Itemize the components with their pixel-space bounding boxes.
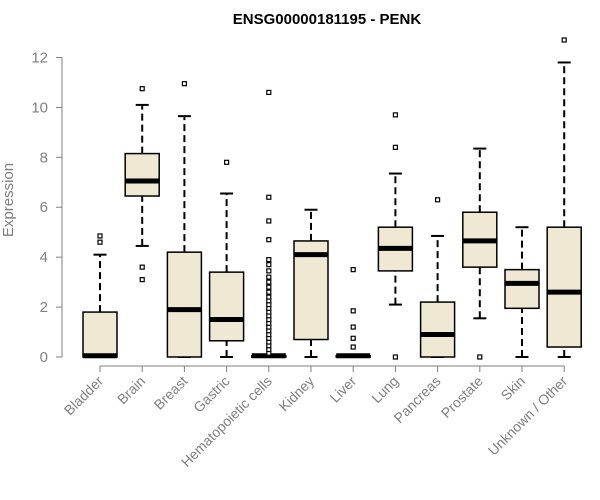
box-group (124, 86, 160, 283)
box-iqr (166, 251, 203, 358)
outlier-point (392, 112, 398, 118)
outlier-point (266, 284, 272, 290)
x-tick-label: Unknown / Other (485, 373, 571, 459)
outlier-point (266, 257, 272, 263)
outlier-point (139, 277, 145, 283)
outlier-point (224, 159, 230, 165)
outlier-point (266, 268, 272, 274)
y-tick-label: 8 (40, 149, 48, 166)
x-tick-label: Bladder (61, 373, 107, 419)
outlier-point (266, 89, 272, 96)
box-iqr (124, 152, 160, 197)
outlier-point (350, 335, 356, 341)
x-tick-label: Brain (114, 373, 148, 407)
y-tick-label: 6 (40, 199, 48, 216)
outlier-point (561, 37, 567, 43)
box-iqr (504, 268, 540, 310)
box-group (166, 81, 203, 358)
outlier-point (97, 233, 103, 239)
x-tick-label: Lung (368, 373, 401, 406)
box-group (335, 267, 371, 359)
outlier-point (181, 81, 187, 87)
x-tick-label: Liver (327, 373, 360, 406)
box-group (208, 159, 245, 358)
outlier-point (392, 354, 398, 360)
y-tick-label: 4 (40, 249, 48, 266)
box-iqr (293, 240, 329, 341)
outlier-point (266, 218, 272, 224)
outlier-point (350, 267, 356, 273)
y-tick-label: 2 (40, 299, 48, 316)
outlier-point (139, 264, 145, 270)
outlier-point (350, 324, 356, 330)
box-group (419, 197, 456, 358)
outlier-point (477, 354, 483, 360)
x-tick-label: Skin (498, 373, 529, 404)
outlier-point (266, 279, 272, 285)
box-group (82, 233, 118, 359)
outlier-point (435, 197, 441, 203)
outlier-point (392, 144, 398, 150)
outlier-point (266, 262, 272, 268)
box-group (546, 37, 582, 358)
box-iqr (82, 311, 118, 358)
boxes (82, 37, 582, 360)
outlier-point (350, 344, 356, 350)
outlier-point (266, 294, 272, 300)
box-group (293, 208, 329, 358)
chart-title: ENSG00000181195 - PENK (233, 11, 422, 28)
box-iqr (419, 301, 456, 358)
y-axis: 0 2 4 6 8 10 12 (31, 49, 63, 366)
x-tick-label: Breast (151, 373, 191, 413)
box-group (377, 112, 414, 360)
box-group (251, 89, 287, 359)
y-axis-label: Expression (0, 163, 17, 237)
x-tick-label: Pancreas (391, 373, 444, 426)
y-tick-label: 12 (31, 49, 48, 66)
outlier-point (266, 237, 272, 243)
x-tick-label: Prostate (438, 373, 486, 421)
box-group (462, 147, 498, 360)
box-group (504, 226, 540, 358)
outlier-point (266, 289, 272, 295)
outlier-point (266, 194, 272, 200)
box-iqr (546, 226, 582, 348)
outlier-point (266, 274, 272, 280)
x-tick-label: Kidney (276, 373, 318, 415)
box-iqr (208, 271, 245, 342)
outlier-point (350, 308, 356, 314)
y-tick-label: 10 (31, 99, 48, 116)
outlier-point (97, 239, 103, 245)
outlier-point (139, 86, 145, 92)
y-tick-label: 0 (40, 349, 48, 366)
